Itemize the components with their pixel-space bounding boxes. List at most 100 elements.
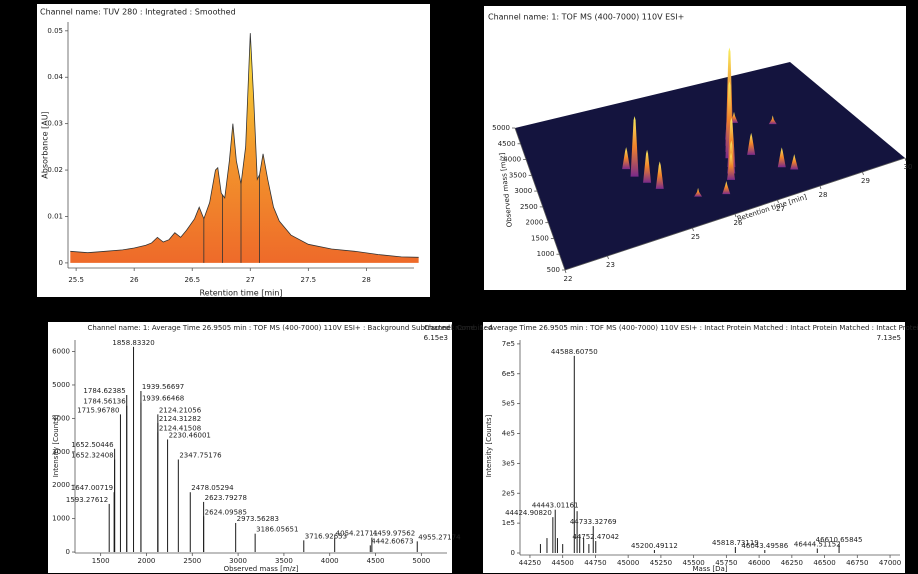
peak-label: 1858.83320 [112, 339, 154, 347]
peak-label: 1652.32408 [71, 451, 113, 459]
y-tick-label: 0.05 [47, 27, 63, 35]
y-tick-label: 4e5 [502, 430, 515, 438]
peak [622, 147, 631, 170]
y-tick-label: 2000 [526, 219, 544, 227]
y-tick-label: 4000 [52, 414, 70, 422]
chart-title: Channel name: 1: TOF MS (400-7000) 110V … [488, 13, 684, 22]
peak-label: 2624.09585 [205, 508, 247, 516]
peak-label: 44752.47042 [572, 533, 619, 541]
peak-label: 2124.31282 [159, 415, 201, 423]
peak-label: 44588.60750 [551, 348, 598, 356]
peak-label: 2478.05294 [191, 484, 234, 492]
y-tick-label: 3000 [52, 448, 70, 456]
scale-label: 6.15e3 [424, 334, 448, 342]
tick-mark [862, 171, 864, 176]
peak-label: 2124.21056 [159, 406, 202, 414]
x-tick-label: 25.5 [68, 276, 84, 284]
x-tick-label: 46250 [781, 559, 803, 567]
x-tick-label: 46500 [813, 559, 835, 567]
tick-mark [819, 185, 822, 190]
y-tick-label: 0 [511, 549, 515, 557]
peak [768, 115, 777, 125]
peak-label: 4459.97562 [373, 530, 415, 538]
peak [727, 152, 736, 180]
x-tick-label: 44500 [552, 559, 574, 567]
peak [694, 187, 703, 197]
x-tick-label: 44750 [584, 559, 606, 567]
peak-label: 1939.56697 [142, 383, 184, 391]
y-tick-label: 1500 [531, 234, 549, 242]
x-tick-label: 30 [904, 163, 913, 171]
peak-label: 2230.46001 [169, 431, 211, 439]
peak-label: 2973.56283 [237, 515, 279, 523]
peak [630, 116, 639, 177]
x-tick-label: 5000 [412, 557, 430, 565]
surface-plane [515, 62, 905, 270]
x-tick-label: 2500 [183, 557, 201, 565]
x-tick-label: 27.5 [301, 276, 317, 284]
chart-title: Channel name: 1: Average Time 26.9505 mi… [88, 324, 493, 332]
x-tick-label: 28 [362, 276, 371, 284]
y-axis-label: Absorbance [AU] [41, 111, 50, 178]
y-tick-label: 0.03 [47, 120, 63, 128]
y-tick-label: 2000 [52, 481, 70, 489]
peak-label: 45818.73119 [712, 539, 759, 547]
x-tick-label: 28 [819, 191, 828, 199]
peak [747, 132, 756, 155]
peak-label: 46610.65845 [816, 536, 863, 544]
peak-label: 1784.62385 [83, 387, 125, 395]
y-axis-label: Intensity [Counts] [485, 414, 493, 477]
y-tick-label: 7e5 [502, 340, 515, 348]
y-tick-label: 6e5 [502, 370, 515, 378]
tick-mark [734, 213, 737, 218]
peak [655, 161, 664, 189]
peak [643, 149, 652, 183]
x-tick-label: 45250 [650, 559, 672, 567]
peak-label: 4955.27174 [418, 533, 461, 541]
x-tick-label: 46750 [846, 559, 868, 567]
x-tick-label: 29 [861, 177, 870, 185]
chart-title: Channel name: TUV 280 : Integrated : Smo… [40, 8, 236, 17]
peak-label: 1652.50446 [71, 441, 114, 449]
x-tick-label: 22 [564, 275, 573, 283]
x-tick-label: 26.5 [184, 276, 200, 284]
y-tick-label: 1e5 [502, 519, 515, 527]
tick-mark [564, 269, 567, 274]
peak-label: 2347.75176 [179, 451, 222, 459]
peak-label: 46444.51152 [794, 541, 841, 549]
y-tick-label: 4500 [498, 140, 516, 148]
y-tick-label: 4000 [503, 156, 521, 164]
y-tick-label: 0 [59, 259, 63, 267]
peak-label: 1715.96780 [77, 406, 119, 414]
line [70, 33, 419, 258]
peak-label: 3716.92653 [305, 532, 347, 540]
peak-label: 44424.90820 [505, 509, 552, 517]
y-tick-label: 1000 [52, 515, 70, 523]
x-tick-label: 3000 [229, 557, 247, 565]
peak-label: 1784.56136 [83, 398, 126, 406]
y-tick-label: 0 [66, 548, 70, 556]
x-tick-label: 3500 [275, 557, 293, 565]
y-tick-label: 2e5 [502, 489, 515, 497]
peak [790, 154, 799, 170]
peak-label: 2623.79278 [205, 494, 247, 502]
peak-label: 1593.27612 [66, 496, 108, 504]
peak-label: 45200.49112 [631, 542, 678, 550]
scale-label: 7.13e5 [877, 334, 901, 342]
y-tick-label: 0.04 [47, 73, 63, 81]
panel [48, 322, 452, 573]
y-tick-label: 500 [547, 266, 560, 274]
x-tick-label: 23 [606, 261, 615, 269]
y-tick-label: 3000 [514, 187, 532, 195]
x-tick-label: 27 [246, 276, 255, 284]
x-tick-label: 45500 [682, 559, 704, 567]
peak-label: 46043.49586 [741, 542, 788, 550]
x-tick-label: 45750 [715, 559, 737, 567]
peak-label: 44733.32769 [570, 518, 617, 526]
x-axis-label: Observed mass [m/z] [224, 565, 299, 573]
peak [777, 147, 786, 168]
y-tick-label: 0.02 [47, 166, 63, 174]
x-tick-label: 25 [691, 233, 700, 241]
peak-label: 44443.01161 [532, 502, 579, 510]
